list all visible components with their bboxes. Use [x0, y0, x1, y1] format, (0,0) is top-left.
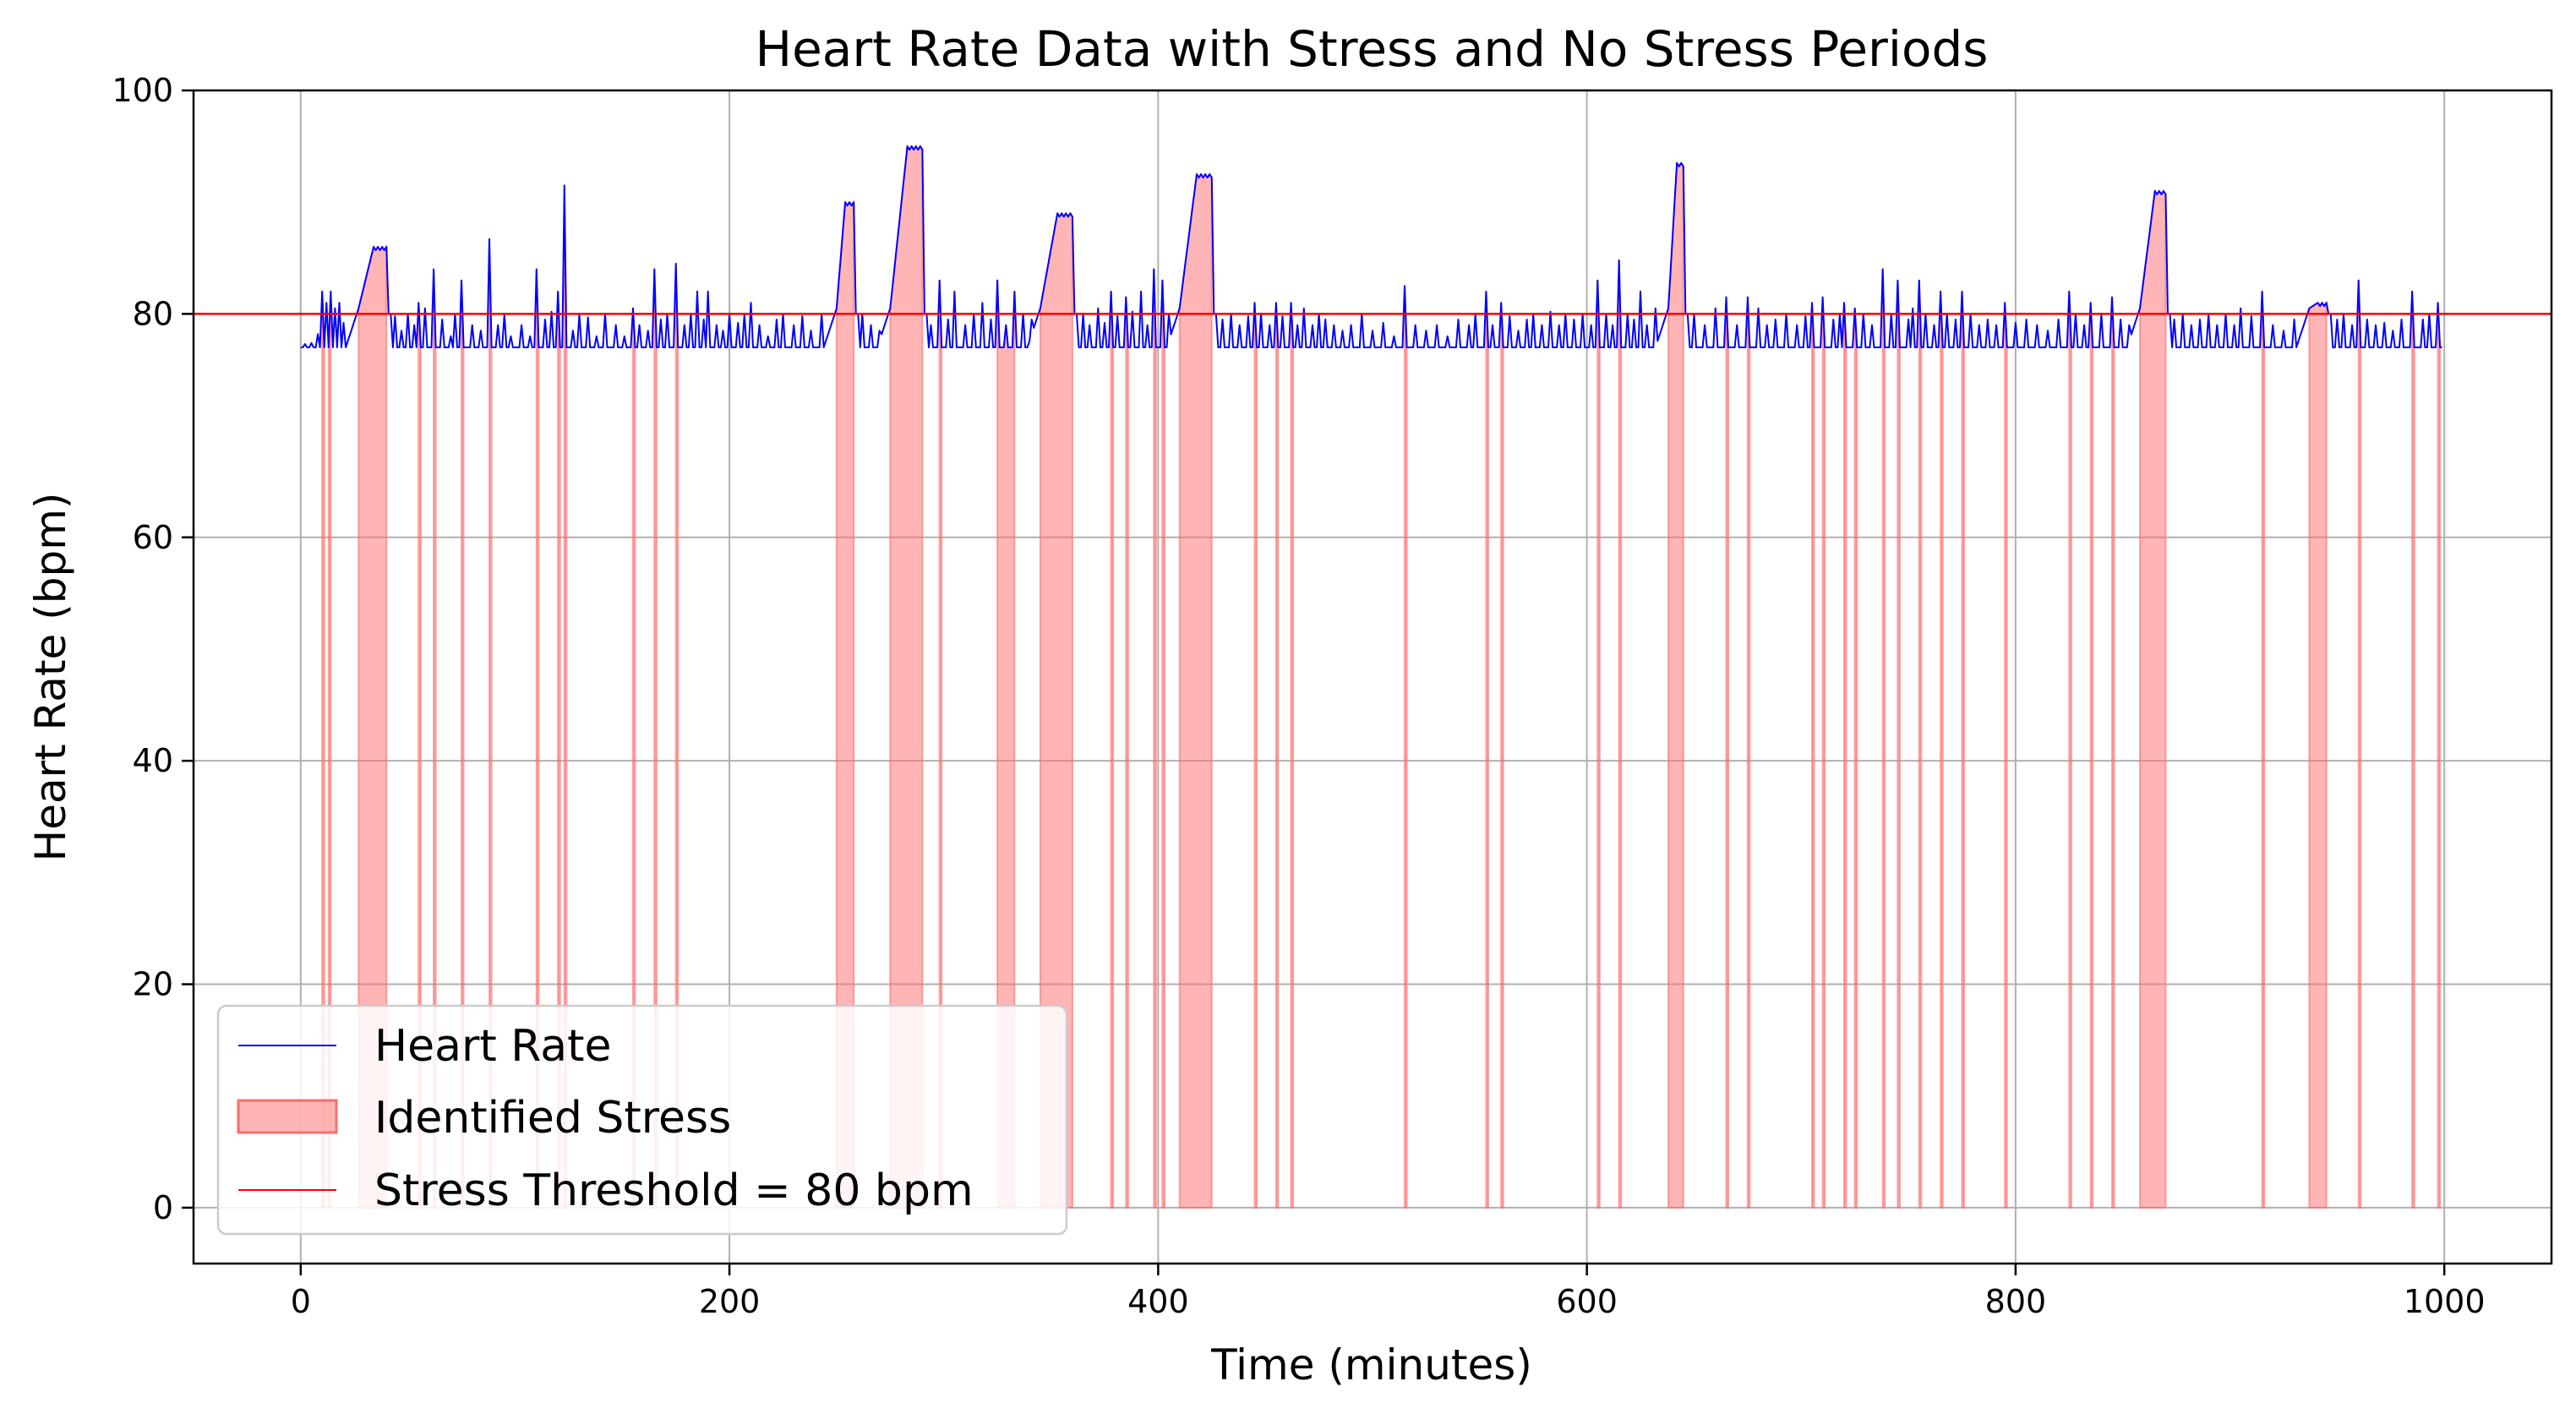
x-tick-label: 600 [1556, 1283, 1618, 1320]
stress-band [1596, 280, 1601, 1209]
x-tick-label: 800 [1985, 1283, 2047, 1320]
stress-band [1746, 297, 1751, 1209]
y-tick-label: 0 [153, 1189, 173, 1226]
stress-band [1110, 291, 1115, 1209]
stress-band [2089, 303, 2094, 1209]
x-tick-label: 400 [1127, 1283, 1189, 1320]
legend-label-stress-threshold: Stress Threshold = 80 bpm [374, 1166, 974, 1216]
y-tick-label: 100 [112, 72, 173, 109]
stress-band [1290, 303, 1295, 1209]
legend: Heart Rate Identified Stress Stress Thre… [216, 1004, 1068, 1236]
stress-band [2437, 303, 2442, 1209]
axis-ticks: 0 200 400 600 800 1000 0 20 40 60 80 100 [112, 72, 2485, 1320]
stress-band [1961, 291, 1966, 1209]
stress-band [1897, 280, 1901, 1209]
x-axis-label: Time (minutes) [1210, 1340, 1532, 1389]
stress-band [1485, 291, 1489, 1209]
legend-swatch-identified-stress [237, 1099, 338, 1134]
stress-band [2357, 280, 2362, 1209]
x-tick-label: 0 [291, 1283, 311, 1320]
stress-band [2411, 291, 2415, 1209]
stress-band [1125, 297, 1129, 1209]
chart-title: Heart Rate Data with Stress and No Stres… [755, 20, 1988, 78]
stress-band [1940, 291, 1944, 1209]
stress-band [1821, 297, 1826, 1209]
x-tick-label: 1000 [2404, 1283, 2486, 1320]
stress-band [1500, 303, 1504, 1209]
heart-rate-line [300, 145, 2442, 348]
stress-band [1253, 303, 1258, 1209]
stress-band [2004, 303, 2008, 1209]
stress-band [1161, 280, 1165, 1209]
stress-band [2068, 291, 2072, 1209]
x-tick-label: 200 [699, 1283, 761, 1320]
stress-band [1725, 297, 1730, 1209]
plot-frame [192, 89, 2553, 1265]
legend-box [216, 1004, 1068, 1236]
stress-band [2139, 188, 2167, 1209]
stress-band [1843, 303, 1847, 1209]
stress-band [1274, 303, 1280, 1209]
legend-label-heart-rate: Heart Rate [374, 1021, 612, 1072]
heart-rate-line-layer [300, 145, 2442, 348]
stress-band [1178, 172, 1213, 1209]
stress-band [2308, 299, 2328, 1209]
stress-band [2111, 297, 2115, 1209]
stress-band [1918, 280, 1923, 1209]
y-tick-label: 40 [133, 742, 173, 779]
stress-band [1881, 269, 1886, 1209]
stress-band [1153, 269, 1157, 1209]
stress-band [2261, 291, 2266, 1209]
stress-band [1404, 286, 1408, 1209]
y-tick-label: 20 [133, 966, 173, 1003]
stress-band [1667, 160, 1684, 1209]
legend-label-identified-stress: Identified Stress [374, 1093, 731, 1144]
y-tick-label: 60 [133, 519, 173, 556]
y-axis-label: Heart Rate (bpm) [26, 493, 75, 862]
y-tick-label: 80 [133, 295, 173, 332]
stress-band [1810, 303, 1815, 1209]
stress-band [1618, 259, 1623, 1209]
stress-band [1853, 308, 1858, 1209]
